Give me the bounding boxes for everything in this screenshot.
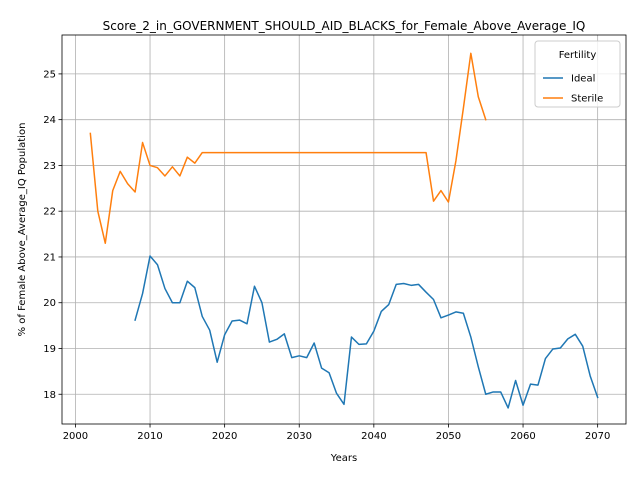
series-line-sterile (89, 52, 487, 244)
x-tick-label: 2060 (510, 431, 535, 442)
legend-entries: Ideal Sterile (543, 74, 603, 105)
series-layer (89, 52, 599, 409)
y-tick-label: 21 (43, 252, 56, 263)
y-axis-label: % of Female Above_Average_IQ Population (17, 123, 28, 337)
x-tick-label: 2020 (212, 431, 237, 442)
legend-label-sterile: Sterile (571, 94, 603, 105)
y-tick-label: 23 (43, 161, 56, 172)
x-tick-label: 2010 (137, 431, 162, 442)
y-axis: 18 19 20 21 22 23 24 25 (43, 69, 62, 401)
y-tick-label: 24 (43, 115, 56, 126)
y-tick-label: 19 (43, 344, 56, 355)
x-tick-label: 2070 (585, 431, 610, 442)
legend-label-ideal: Ideal (571, 74, 595, 85)
x-tick-label: 2000 (63, 431, 88, 442)
x-axis-label: Years (330, 453, 357, 464)
legend-title: Fertility (559, 50, 597, 61)
y-tick-label: 25 (43, 69, 56, 80)
y-tick-label: 20 (43, 298, 56, 309)
series-line-ideal (134, 255, 599, 409)
y-tick-label: 22 (43, 207, 56, 218)
x-tick-label: 2040 (361, 431, 386, 442)
y-tick-label: 18 (43, 390, 56, 401)
chart-title: Score_2_in_GOVERNMENT_SHOULD_AID_BLACKS_… (103, 19, 586, 33)
plot-area-frame (61, 34, 627, 425)
legend: Fertility Ideal Sterile (534, 40, 621, 108)
x-tick-label: 2030 (287, 431, 312, 442)
legend-box (534, 40, 621, 108)
x-axis: 2000 2010 2020 2030 2040 2050 2060 2070 (63, 424, 610, 442)
x-tick-label: 2050 (436, 431, 461, 442)
